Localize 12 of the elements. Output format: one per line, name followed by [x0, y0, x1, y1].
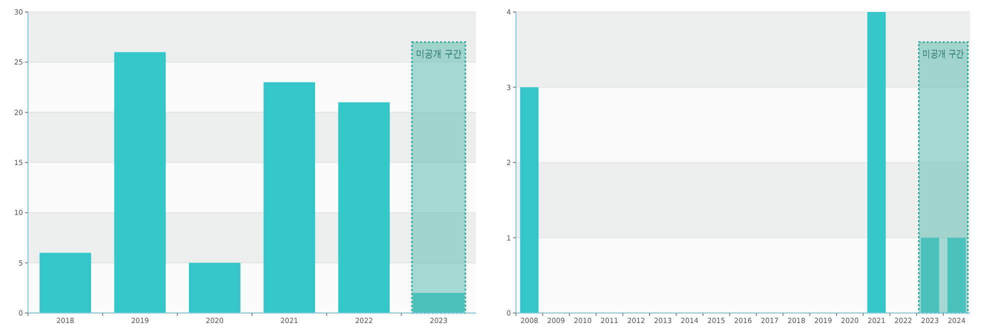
bar [867, 12, 886, 313]
bar [40, 252, 92, 313]
band-label: 미공개 구간 [416, 49, 470, 60]
bar [947, 238, 966, 313]
bar [188, 262, 240, 313]
bar [412, 292, 464, 313]
band-label: 미공개 구간 [922, 49, 976, 60]
bar [114, 52, 166, 313]
bar [920, 238, 940, 313]
bar [338, 102, 390, 313]
bar [520, 87, 539, 313]
bar [264, 82, 316, 313]
